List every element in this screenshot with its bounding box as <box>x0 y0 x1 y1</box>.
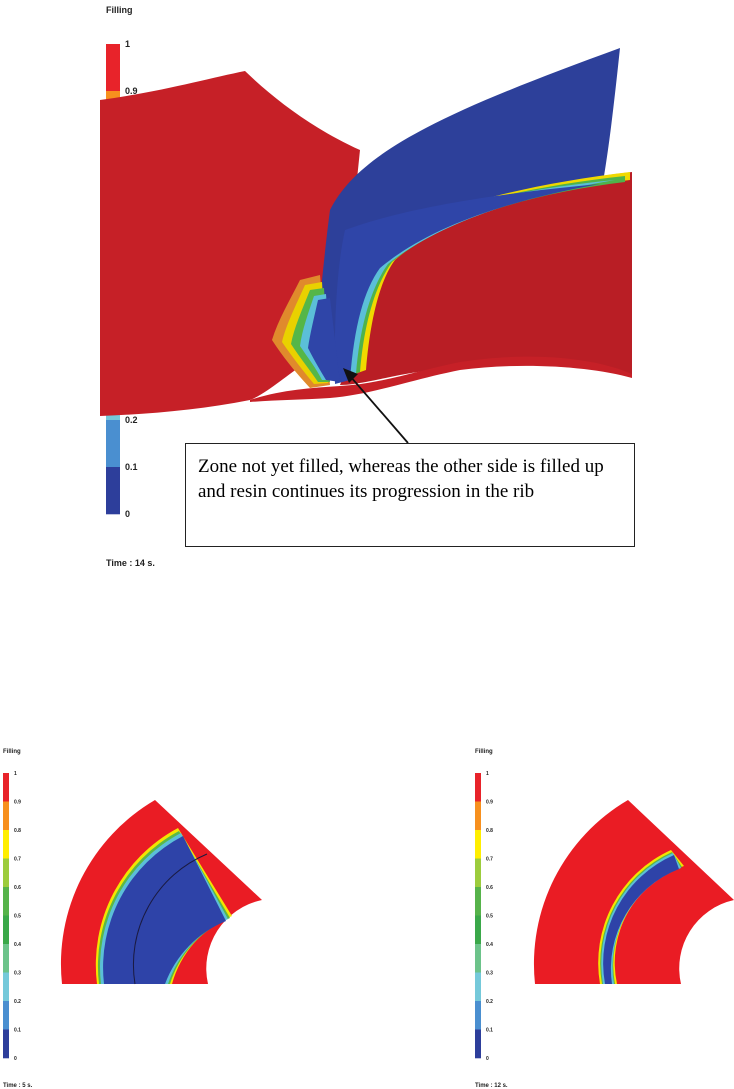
right-scale-swatch <box>475 887 481 916</box>
right-scale-swatch <box>475 801 481 831</box>
right-scale-tick: 0.4 <box>486 942 493 948</box>
right-scale-swatch <box>475 1001 481 1030</box>
right-scale-tick: 1 <box>486 771 489 777</box>
right-blue-zone <box>603 855 679 984</box>
right-scale-swatch <box>475 915 481 945</box>
main-scale-swatch <box>106 44 120 92</box>
right-scale-title: Filling <box>475 749 493 755</box>
main-scale-title: Filling <box>106 5 133 15</box>
main-scale-tick: 0.1 <box>125 462 138 472</box>
right-scale-swatch <box>475 944 481 973</box>
right-scale-tick: 0.8 <box>486 828 493 834</box>
left-scale-tick: 0.9 <box>14 799 21 805</box>
left-scale-swatch <box>3 858 9 888</box>
flow-front-right-blue <box>334 184 600 384</box>
right-scale-swatch <box>475 1029 481 1059</box>
annotation-text: Zone not yet filled, whereas the other s… <box>198 456 604 502</box>
main-scale-tick: 0 <box>125 509 130 519</box>
left-scale-swatch <box>3 887 9 916</box>
callout-arrow-line <box>349 375 409 444</box>
left-scale-swatch <box>3 1029 9 1059</box>
left-scale-tick: 0.1 <box>14 1027 21 1033</box>
main-filling-view: Filling 10.90.80.70.60.50.40.30.20.10 Ti… <box>100 5 632 568</box>
main-scale-tick: 0.9 <box>125 86 138 96</box>
left-scale-swatch <box>3 773 9 802</box>
left-scale-tick: 0.3 <box>14 970 21 976</box>
left-scale-tick: 0 <box>14 1056 17 1062</box>
main-scale-tick: 0.2 <box>125 415 138 425</box>
right-scale-tick: 0.7 <box>486 856 493 862</box>
right-time-label: Time : 12 s. <box>475 1083 508 1089</box>
skin-lower-edge <box>250 356 632 402</box>
right-color-scale: 1 0.9 0.8 0.7 0.6 0.5 0.4 0.3 0.2 0.1 0 <box>475 771 493 1062</box>
main-time-label: Time : 14 s. <box>106 558 155 568</box>
right-scale-tick: 0.3 <box>486 970 493 976</box>
right-scale-swatch <box>475 830 481 859</box>
left-scale-swatch <box>3 830 9 859</box>
left-scale-tick: 0.4 <box>14 942 21 948</box>
left-scale-swatch <box>3 944 9 973</box>
left-scale-tick: 0.8 <box>14 828 21 834</box>
right-scale-swatch <box>475 773 481 802</box>
callout-arrowhead <box>343 368 358 383</box>
left-scale-tick: 0.5 <box>14 913 21 919</box>
right-scale-tick: 0 <box>486 1056 489 1062</box>
left-blue-zone <box>103 836 226 984</box>
right-scale-tick: 0.5 <box>486 913 493 919</box>
left-scale-tick: 0.2 <box>14 999 21 1005</box>
right-scale-tick: 0.6 <box>486 885 493 891</box>
right-filling-view: Filling 1 0.9 0.8 0.7 0.6 0.5 0.4 0.3 0.2 0.1 0 Ti… <box>475 749 734 1089</box>
flow-front-left-blue <box>308 298 340 382</box>
left-time-label: Time : 5 s. <box>3 1083 33 1089</box>
main-scale-swatch <box>106 420 120 468</box>
skin-surface-right <box>340 172 632 385</box>
left-scale-title: Filling <box>3 749 21 755</box>
left-scale-swatch <box>3 915 9 945</box>
main-scale-swatch <box>106 467 120 515</box>
annotation-callout: Zone not yet filled, whereas the other s… <box>185 443 635 547</box>
left-scale-swatch <box>3 801 9 831</box>
left-rib-line <box>132 853 208 985</box>
left-scale-swatch <box>3 972 9 1002</box>
main-scale-tick: 1 <box>125 39 130 49</box>
right-scale-swatch <box>475 858 481 888</box>
left-scale-tick: 1 <box>14 771 17 777</box>
left-scale-swatch <box>3 1001 9 1030</box>
left-color-scale: 1 0.9 0.8 0.7 0.6 0.5 0.4 0.3 0.2 0.1 0 <box>3 771 21 1062</box>
right-scale-tick: 0.2 <box>486 999 493 1005</box>
right-scale-swatch <box>475 972 481 1002</box>
right-scale-tick: 0.9 <box>486 799 493 805</box>
left-filling-view: Filling 1 0.9 0.8 0.7 0.6 0.5 0.4 0.3 0.2 0.1 0 Ti… <box>3 749 262 1089</box>
right-scale-tick: 0.1 <box>486 1027 493 1033</box>
left-scale-tick: 0.6 <box>14 885 21 891</box>
left-scale-tick: 0.7 <box>14 856 21 862</box>
